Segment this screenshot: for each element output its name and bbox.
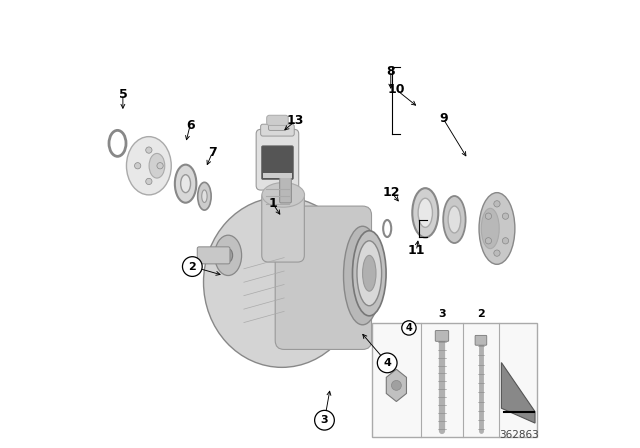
Bar	[371, 323, 538, 437]
FancyBboxPatch shape	[197, 247, 230, 264]
Ellipse shape	[175, 165, 196, 202]
Text: 3: 3	[438, 309, 446, 319]
Circle shape	[402, 321, 416, 335]
Text: 6: 6	[186, 119, 195, 132]
Ellipse shape	[127, 137, 172, 195]
Text: 4: 4	[406, 323, 412, 333]
Circle shape	[157, 163, 163, 169]
Text: 2: 2	[188, 262, 196, 271]
Text: 10: 10	[387, 83, 405, 96]
Ellipse shape	[357, 241, 381, 306]
Text: 4: 4	[383, 358, 391, 368]
Ellipse shape	[198, 182, 211, 210]
Circle shape	[494, 250, 500, 256]
Polygon shape	[387, 369, 406, 401]
Text: 3: 3	[321, 415, 328, 425]
Text: 7: 7	[208, 146, 217, 159]
Text: 5: 5	[118, 87, 127, 101]
Circle shape	[485, 213, 492, 220]
Ellipse shape	[353, 231, 386, 316]
Ellipse shape	[224, 249, 233, 262]
FancyBboxPatch shape	[260, 124, 294, 136]
Ellipse shape	[448, 206, 461, 233]
FancyBboxPatch shape	[262, 146, 293, 180]
Text: 362863: 362863	[499, 431, 540, 440]
Ellipse shape	[444, 196, 466, 243]
Circle shape	[146, 147, 152, 153]
Ellipse shape	[479, 193, 515, 264]
Ellipse shape	[412, 188, 438, 237]
Text: 2: 2	[477, 309, 484, 319]
Circle shape	[378, 353, 397, 373]
Text: 13: 13	[287, 114, 304, 128]
Ellipse shape	[362, 255, 376, 291]
Circle shape	[485, 238, 492, 244]
Ellipse shape	[202, 190, 207, 202]
FancyBboxPatch shape	[262, 190, 305, 262]
FancyBboxPatch shape	[435, 331, 449, 341]
Polygon shape	[501, 362, 535, 423]
Ellipse shape	[149, 153, 164, 178]
Ellipse shape	[262, 183, 305, 207]
FancyBboxPatch shape	[269, 121, 287, 130]
Ellipse shape	[204, 197, 360, 367]
FancyBboxPatch shape	[280, 176, 291, 203]
Circle shape	[146, 178, 152, 185]
Text: 1: 1	[269, 197, 277, 211]
Circle shape	[392, 380, 401, 390]
Circle shape	[502, 238, 509, 244]
Ellipse shape	[180, 175, 191, 193]
Text: 11: 11	[408, 244, 425, 258]
FancyBboxPatch shape	[275, 206, 371, 349]
FancyBboxPatch shape	[256, 129, 299, 190]
Circle shape	[134, 163, 141, 169]
Circle shape	[494, 201, 500, 207]
Bar	[263, 173, 292, 178]
Ellipse shape	[481, 208, 499, 249]
Circle shape	[502, 213, 509, 220]
FancyBboxPatch shape	[475, 336, 487, 345]
Text: 12: 12	[383, 186, 401, 199]
Text: 9: 9	[439, 112, 447, 125]
FancyBboxPatch shape	[267, 115, 288, 125]
Circle shape	[182, 257, 202, 276]
Ellipse shape	[215, 235, 242, 276]
Ellipse shape	[418, 198, 433, 228]
Ellipse shape	[344, 226, 381, 325]
Text: 8: 8	[387, 65, 395, 78]
Circle shape	[315, 410, 334, 430]
